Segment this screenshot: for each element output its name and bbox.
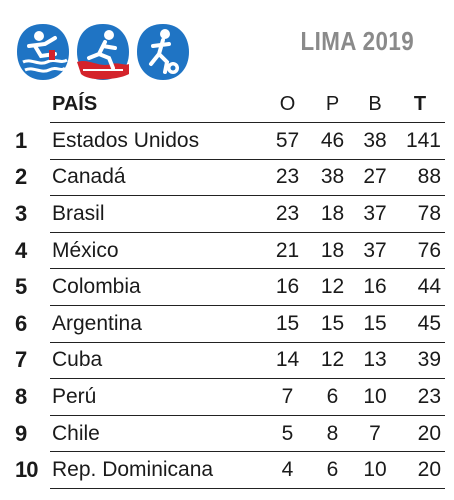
- silver-count-cell: 6: [310, 378, 355, 416]
- sport-icons: [15, 22, 191, 82]
- silver-column-header: P: [325, 92, 340, 115]
- bronze-count-cell: 13: [355, 341, 395, 379]
- total-count-cell: 44: [395, 268, 445, 306]
- rank-cell: 7: [15, 347, 28, 373]
- gold-count-cell: 23: [265, 195, 310, 233]
- total-count-cell: 88: [395, 158, 445, 196]
- gold-count-cell: 57: [265, 122, 310, 160]
- table-row: 10 Rep. Dominicana 4 6 10 20: [13, 451, 445, 489]
- table-row: 3 Brasil 23 18 37 78: [13, 195, 445, 233]
- rank-cell: 5: [15, 274, 28, 300]
- silver-count-cell: 18: [310, 231, 355, 269]
- gold-count-cell: 15: [265, 304, 310, 343]
- table-row: 1 Estados Unidos 57 46 38 141: [13, 122, 445, 160]
- football-icon: [137, 24, 189, 80]
- gold-count-cell: 4: [265, 451, 310, 489]
- bronze-count-cell: 37: [355, 195, 395, 233]
- country-cell: Canadá: [50, 158, 265, 196]
- header-row: PAÍS O P B T: [13, 86, 445, 123]
- gold-count-cell: 23: [265, 158, 310, 196]
- rank-cell: 10: [15, 457, 38, 483]
- country-cell: Chile: [50, 414, 265, 452]
- bronze-count-cell: 27: [355, 158, 395, 196]
- silver-count-cell: 12: [310, 341, 355, 379]
- table-row: 6 Argentina 15 15 15 45: [13, 304, 445, 343]
- total-count-cell: 39: [395, 341, 445, 379]
- total-count-cell: 23: [395, 378, 445, 416]
- total-count-cell: 141: [395, 122, 445, 160]
- bronze-column-header: B: [368, 92, 382, 115]
- table-row: 5 Colombia 16 12 16 44: [13, 268, 445, 306]
- country-cell: México: [50, 231, 265, 269]
- bronze-count-cell: 38: [355, 122, 395, 160]
- silver-count-cell: 38: [310, 158, 355, 196]
- total-count-cell: 20: [395, 414, 445, 452]
- table-row: 2 Canadá 23 38 27 88: [13, 158, 445, 196]
- bronze-count-cell: 10: [355, 451, 395, 489]
- gold-count-cell: 16: [265, 268, 310, 306]
- silver-count-cell: 12: [310, 268, 355, 306]
- country-cell: Rep. Dominicana: [50, 451, 265, 489]
- country-cell: Estados Unidos: [50, 122, 265, 160]
- gold-column-header: O: [279, 92, 296, 115]
- bronze-count-cell: 7: [355, 414, 395, 452]
- rank-header: [13, 86, 50, 123]
- country-column-header: PAÍS: [52, 92, 98, 115]
- country-cell: Argentina: [50, 304, 265, 343]
- table-row: 9 Chile 5 8 7 20: [13, 414, 445, 452]
- country-cell: Cuba: [50, 341, 265, 379]
- gold-count-cell: 14: [265, 341, 310, 379]
- silver-count-cell: 46: [310, 122, 355, 160]
- triathlon-icon: [77, 24, 129, 80]
- country-cell: Perú: [50, 378, 265, 416]
- silver-count-cell: 18: [310, 195, 355, 233]
- table-row: 8 Perú 7 6 10 23: [13, 378, 445, 416]
- total-count-cell: 20: [395, 451, 445, 489]
- country-cell: Colombia: [50, 268, 265, 306]
- event-title: LIMA 2019: [300, 26, 414, 56]
- gold-count-cell: 5: [265, 414, 310, 452]
- medal-table-body: 1 Estados Unidos 57 46 38 141 2 Canadá 23 38 27 88 3…: [13, 122, 445, 489]
- rank-cell: 9: [15, 420, 28, 446]
- total-count-cell: 78: [395, 195, 445, 233]
- gold-count-cell: 21: [265, 231, 310, 269]
- total-count-cell: 76: [395, 231, 445, 269]
- rank-cell: 6: [15, 310, 28, 336]
- rank-cell: 3: [15, 200, 28, 226]
- water-ski-icon: [17, 24, 69, 80]
- silver-count-cell: 6: [310, 451, 355, 489]
- table-row: 4 México 21 18 37 76: [13, 231, 445, 269]
- rank-cell: 2: [15, 164, 28, 190]
- bronze-count-cell: 10: [355, 378, 395, 416]
- silver-count-cell: 15: [310, 304, 355, 343]
- rank-cell: 8: [15, 383, 28, 409]
- rank-cell: 1: [15, 127, 28, 153]
- table-row: 7 Cuba 14 12 13 39: [13, 341, 445, 379]
- bronze-count-cell: 37: [355, 231, 395, 269]
- rank-cell: 4: [15, 237, 28, 263]
- total-column-header: T: [413, 92, 427, 115]
- silver-count-cell: 8: [310, 414, 355, 452]
- total-count-cell: 45: [395, 304, 445, 343]
- bronze-count-cell: 15: [355, 304, 395, 343]
- gold-count-cell: 7: [265, 378, 310, 416]
- medal-table: PAÍS O P B T 1 Estados Unidos 57 46 38 141 2 Ca…: [13, 86, 445, 489]
- country-cell: Brasil: [50, 195, 265, 233]
- bronze-count-cell: 16: [355, 268, 395, 306]
